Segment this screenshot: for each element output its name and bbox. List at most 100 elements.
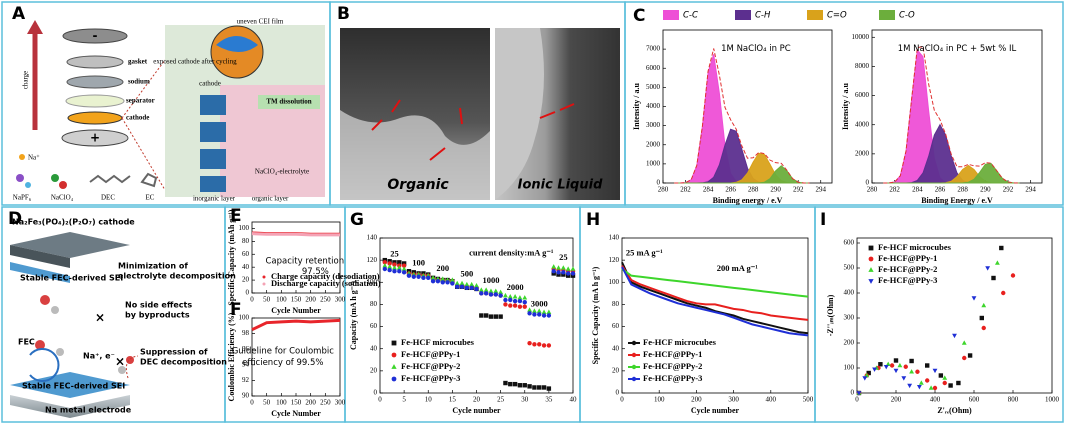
label: NaPF₆ xyxy=(13,194,32,202)
marker xyxy=(999,245,1004,251)
marker xyxy=(546,343,552,348)
marker xyxy=(942,375,948,380)
marker xyxy=(430,275,436,280)
x-tick-label: 200 xyxy=(305,399,316,407)
marker xyxy=(507,294,513,299)
marker xyxy=(517,298,523,304)
marker xyxy=(483,287,489,292)
marker xyxy=(862,376,868,381)
marker xyxy=(994,260,1000,265)
sei-top xyxy=(10,262,70,283)
x-tick-label: 800 xyxy=(1008,396,1019,404)
x-tick-label: 300 xyxy=(335,399,346,407)
marker xyxy=(546,309,552,314)
marker xyxy=(561,272,566,277)
y-tick-label: 20 xyxy=(242,276,250,284)
marker xyxy=(483,313,489,318)
label: inorganic layer xyxy=(193,195,236,203)
rate-label: 500 xyxy=(460,268,473,278)
marker xyxy=(952,333,957,339)
atom xyxy=(35,340,45,350)
label: Na⁺, e⁻ xyxy=(83,352,115,361)
marker xyxy=(868,267,874,272)
marker xyxy=(401,261,407,266)
y-tick-label: 0 xyxy=(616,389,620,397)
marker xyxy=(556,270,561,275)
rate-label: 3000 xyxy=(531,298,548,308)
marker xyxy=(508,303,513,308)
marker xyxy=(503,380,508,386)
marker xyxy=(868,256,874,262)
marker xyxy=(397,269,402,274)
legend-swatch xyxy=(879,10,895,20)
marker xyxy=(985,266,991,271)
marker xyxy=(262,282,266,286)
cross: × xyxy=(115,355,125,369)
atom xyxy=(56,348,64,356)
marker xyxy=(455,284,460,289)
label: DEC xyxy=(101,194,115,202)
label: TM dissolution xyxy=(266,98,311,106)
marker xyxy=(903,364,908,369)
cap-top xyxy=(62,28,128,44)
y-tick-label: 6000 xyxy=(646,64,661,72)
fec-cycle xyxy=(29,348,60,382)
marker xyxy=(517,295,523,300)
fit-envelope xyxy=(883,46,1020,184)
marker xyxy=(868,245,874,251)
marker xyxy=(401,266,407,271)
mol xyxy=(51,174,59,182)
separator-disc xyxy=(65,94,125,108)
marker xyxy=(942,380,947,386)
marker xyxy=(1001,290,1006,296)
rate-label: 2000 xyxy=(507,282,524,292)
panel-letter: H xyxy=(586,210,600,230)
x-tick-label: 400 xyxy=(766,396,777,404)
y-tick-label: 0 xyxy=(657,179,661,187)
tem-label: Ionic Liquid xyxy=(518,178,603,193)
sei-bottom xyxy=(10,372,130,398)
marker xyxy=(551,269,556,274)
fit-envelope xyxy=(674,48,810,184)
x-tick-label: 0 xyxy=(378,396,382,404)
label: DEC decomposition xyxy=(140,358,227,367)
rate-label: 25 xyxy=(390,249,399,259)
legend-label: Fe-HCF microcubes xyxy=(643,337,717,347)
marker xyxy=(928,385,934,390)
y-tick-label: 80 xyxy=(370,300,378,308)
marker xyxy=(508,381,513,387)
cathode-block xyxy=(200,176,226,192)
x-tick-label: 35 xyxy=(545,396,553,404)
marker xyxy=(885,361,891,367)
x-tick-label: 290 xyxy=(770,186,781,194)
x-tick-label: 150 xyxy=(291,296,302,304)
x-tick-label: 200 xyxy=(305,296,316,304)
legend-label: Fe-HCF@PPy-1 xyxy=(643,349,702,359)
marker xyxy=(479,313,484,318)
marker xyxy=(1010,273,1016,278)
marker xyxy=(392,269,397,274)
panel-a-drawing: - + uneven CEI film exposed cathode afte… xyxy=(13,18,325,203)
annotation: 97.5% xyxy=(302,267,329,277)
marker xyxy=(541,309,547,314)
globe-patch xyxy=(216,36,258,52)
marker xyxy=(512,303,518,308)
marker xyxy=(565,266,571,271)
x-tick-label: 294 xyxy=(1025,186,1036,194)
annotation: 1M NaClO₄ in PC xyxy=(721,44,791,54)
rate-label: 200 xyxy=(436,263,449,273)
plot-frame xyxy=(856,237,1053,394)
label: Na metal electrode xyxy=(45,406,132,415)
marker xyxy=(391,376,397,382)
x-tick-label: 292 xyxy=(1003,186,1014,194)
x-tick-label: 1000 xyxy=(1045,396,1060,404)
marker xyxy=(551,264,557,269)
marker xyxy=(474,286,479,292)
legend-label: C-C xyxy=(683,11,698,21)
rate-label: 1000 xyxy=(482,275,499,285)
annotation: efficiency of 99.5% xyxy=(242,358,323,368)
legend-label: C-H xyxy=(755,11,771,21)
marker xyxy=(546,313,552,318)
marker xyxy=(956,380,961,386)
y-tick-label: 6000 xyxy=(855,91,870,99)
